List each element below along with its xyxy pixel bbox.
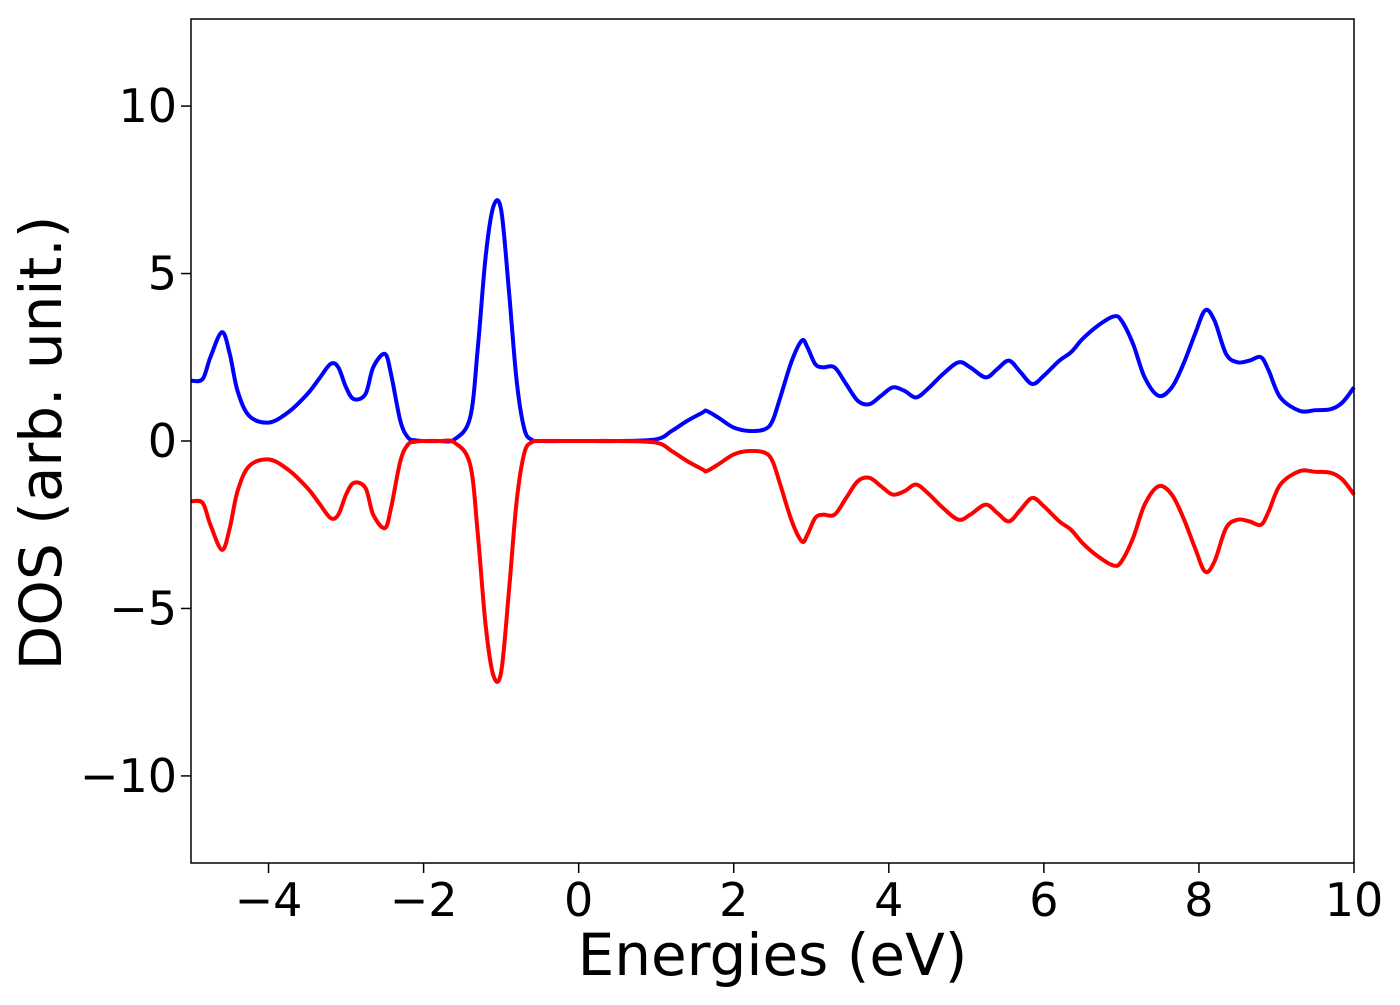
x-tick-label: 10 xyxy=(1325,873,1384,927)
series-line-positive xyxy=(190,198,1356,444)
x-tick-label: −2 xyxy=(390,873,458,927)
y-axis-ticks: −10 −5 0 5 10 xyxy=(80,79,191,803)
y-tick-label: 0 xyxy=(148,414,177,468)
x-tick-label: −4 xyxy=(235,873,303,927)
x-axis-ticks: −4 −2 0 2 4 6 8 10 xyxy=(235,863,1384,927)
y-tick-label: 5 xyxy=(148,247,177,301)
x-axis-title: Energies (eV) xyxy=(578,921,968,989)
x-tick-label: 2 xyxy=(719,873,748,927)
plot-frame xyxy=(190,18,1355,864)
y-tick-label: 10 xyxy=(118,79,177,133)
y-axis-title: DOS (arb. unit.) xyxy=(7,216,75,671)
y-tick-label: −5 xyxy=(109,581,177,635)
x-tick-label: 4 xyxy=(874,873,903,927)
y-tick-label: −10 xyxy=(80,749,177,803)
x-tick-label: 0 xyxy=(564,873,593,927)
series-line-negative xyxy=(190,438,1356,684)
x-tick-label: 6 xyxy=(1029,873,1058,927)
x-tick-label: 8 xyxy=(1184,873,1213,927)
series-layer xyxy=(190,198,1356,684)
